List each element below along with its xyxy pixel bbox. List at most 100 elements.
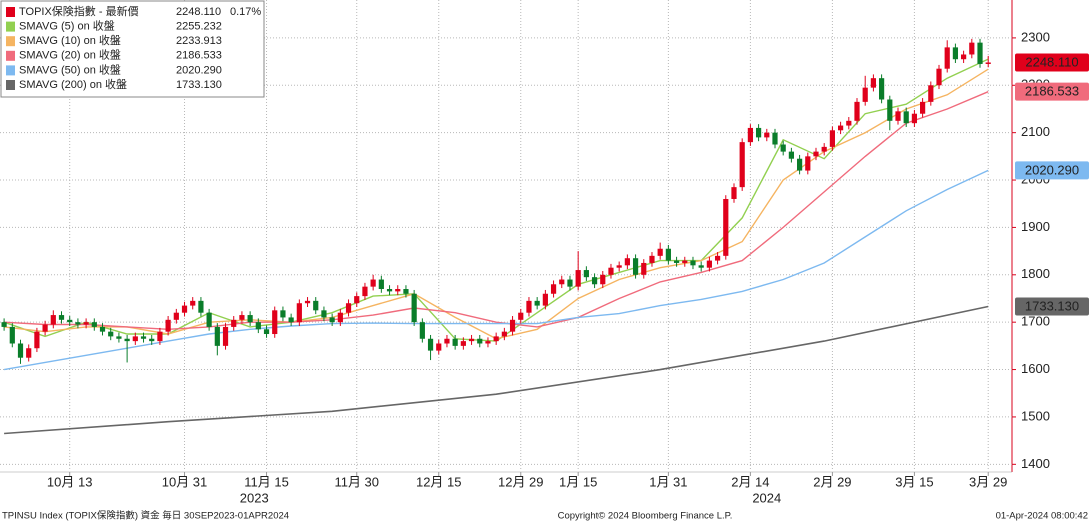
legend-value: 2248.110 <box>176 6 221 18</box>
x-tick-label: 11月 30 <box>334 474 379 489</box>
x-tick-label: 12月 15 <box>416 474 462 489</box>
legend-swatch <box>6 7 15 17</box>
candle-body <box>1 322 7 327</box>
legend-value: 2186.533 <box>176 50 222 62</box>
candle-body <box>682 260 688 263</box>
candle-body <box>272 310 278 335</box>
legend-swatch <box>6 65 15 76</box>
candle-body <box>550 284 557 294</box>
candle-body <box>879 78 885 100</box>
candle-body <box>772 132 778 145</box>
plot-area <box>0 0 1016 470</box>
candle-body <box>149 338 155 342</box>
candle-body <box>190 300 196 306</box>
legend-value: 2255.232 <box>176 21 222 33</box>
value-box-label: 2020.290 <box>1025 162 1079 177</box>
candle-body <box>108 331 114 337</box>
candle-body <box>345 303 352 313</box>
candle-body <box>673 260 680 263</box>
candle-body <box>460 341 466 346</box>
value-box <box>1015 297 1089 316</box>
candle-body <box>977 42 983 64</box>
candle-body <box>583 270 589 278</box>
candle-body <box>575 270 581 287</box>
candle-body <box>231 319 237 327</box>
candle-body <box>911 113 918 124</box>
candle-body <box>468 338 475 342</box>
candle-body <box>805 156 811 171</box>
candle-body <box>26 348 32 358</box>
candle-body <box>436 343 442 351</box>
legend-value: 1733.130 <box>176 79 222 91</box>
candle-body <box>534 300 540 306</box>
x-tick-label: 2月 14 <box>731 474 769 489</box>
candle-body <box>788 151 794 159</box>
candle-body <box>723 198 729 256</box>
candle-body <box>165 319 171 332</box>
ma-line <box>3 169 989 371</box>
candle-body <box>747 127 753 143</box>
legend-name: SMAVG (20) on 收盤 <box>19 48 121 62</box>
candle-body <box>206 312 212 327</box>
candle-body <box>222 326 229 346</box>
value-box <box>1015 53 1089 72</box>
candle-body <box>920 101 926 114</box>
candle-body <box>427 338 434 351</box>
candle-body <box>985 62 991 64</box>
candle-body <box>928 85 934 102</box>
y-tick-label: 2100 <box>1021 124 1050 139</box>
candle-body <box>198 300 204 313</box>
candle-body <box>9 326 15 344</box>
legend-box <box>0 0 265 98</box>
x-tick-label: 3月 15 <box>895 474 933 489</box>
candle-body <box>887 99 893 121</box>
candle-body <box>34 331 40 349</box>
candle-body <box>83 322 89 325</box>
candle-body <box>624 258 630 266</box>
candle-body <box>321 310 327 318</box>
candle-body <box>263 329 270 335</box>
candle-body <box>173 312 179 320</box>
candle-body <box>796 158 803 171</box>
candle-body <box>616 265 622 268</box>
value-box <box>1015 82 1089 101</box>
value-box-label: 2186.533 <box>1025 84 1079 99</box>
footer-right: 01-Apr-2024 08:00:42 <box>996 511 1088 522</box>
candle-body <box>690 260 696 266</box>
candle-body <box>895 111 901 121</box>
legend-name: SMAVG (5) on 收盤 <box>19 19 115 33</box>
x-tick-label: 3月 29 <box>969 474 1007 489</box>
candle-body <box>132 336 138 342</box>
candle-body <box>665 248 671 261</box>
x-tick-label: 11月 15 <box>244 474 289 489</box>
candle-body <box>649 255 655 263</box>
y-tick-label: 1600 <box>1021 361 1050 376</box>
legend-name: TOPIX保険指數 - 最新價 <box>19 4 139 18</box>
candle-body <box>50 315 56 325</box>
legend-name: SMAVG (10) on 收盤 <box>19 33 121 47</box>
candle-body <box>386 289 393 292</box>
candle-body <box>214 326 220 346</box>
candle-body <box>632 258 639 275</box>
candle-body <box>378 279 384 290</box>
y-tick-label: 1700 <box>1021 314 1050 329</box>
year-label: 2024 <box>752 490 781 505</box>
candle-body <box>157 331 163 342</box>
candle-body <box>403 289 409 294</box>
footer-center: Copyright© 2024 Bloomberg Finance L.P. <box>558 511 733 522</box>
y-tick-label: 1400 <box>1021 456 1050 471</box>
legend-swatch <box>6 80 15 90</box>
candle-body <box>411 293 417 323</box>
candle-body <box>600 274 606 285</box>
x-tick-label: 2月 29 <box>813 474 851 489</box>
candle-body <box>739 142 745 188</box>
candle-body <box>362 286 368 297</box>
candle-body <box>591 277 598 285</box>
candle-body <box>477 338 483 344</box>
candle-body <box>485 341 491 344</box>
x-tick-label: 12月 29 <box>498 474 544 489</box>
x-tick-label: 1月 15 <box>559 474 597 489</box>
y-tick-label: 2300 <box>1021 29 1050 44</box>
candle-body <box>296 303 302 323</box>
